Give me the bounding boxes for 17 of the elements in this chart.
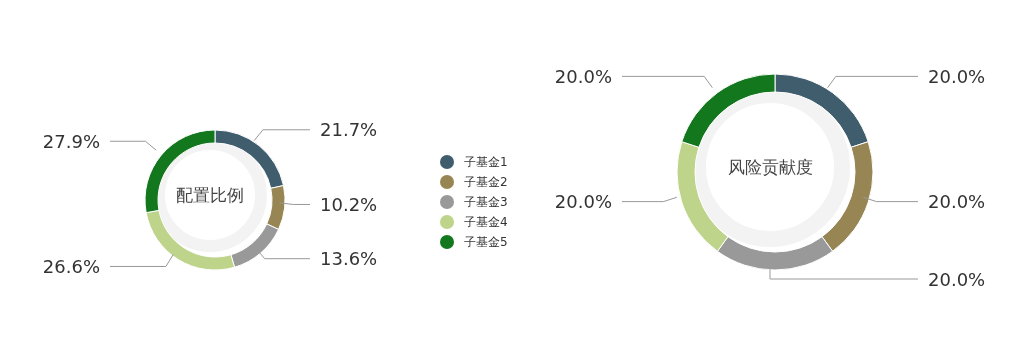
data-label: 20.0% xyxy=(928,191,986,213)
data-label: 13.6% xyxy=(320,248,378,270)
legend-label: 子基金3 xyxy=(464,193,508,211)
legend-label: 子基金2 xyxy=(464,173,508,191)
data-label: 26.6% xyxy=(42,255,100,277)
data-label: 20.0% xyxy=(554,191,612,213)
legend-label: 子基金5 xyxy=(464,233,508,251)
data-label: 27.9% xyxy=(42,130,100,152)
data-label: 21.7% xyxy=(320,119,378,141)
text: 配置比例 xyxy=(175,184,245,207)
text: 风险贡献度 xyxy=(726,156,814,179)
legend-label: 子基金4 xyxy=(464,213,508,231)
data-label: 20.0% xyxy=(554,65,612,87)
data-label: 20.0% xyxy=(928,268,986,290)
data-label: 20.0% xyxy=(928,65,986,87)
data-label: 10.2% xyxy=(320,193,378,215)
legend-label: 子基金1 xyxy=(464,153,508,171)
